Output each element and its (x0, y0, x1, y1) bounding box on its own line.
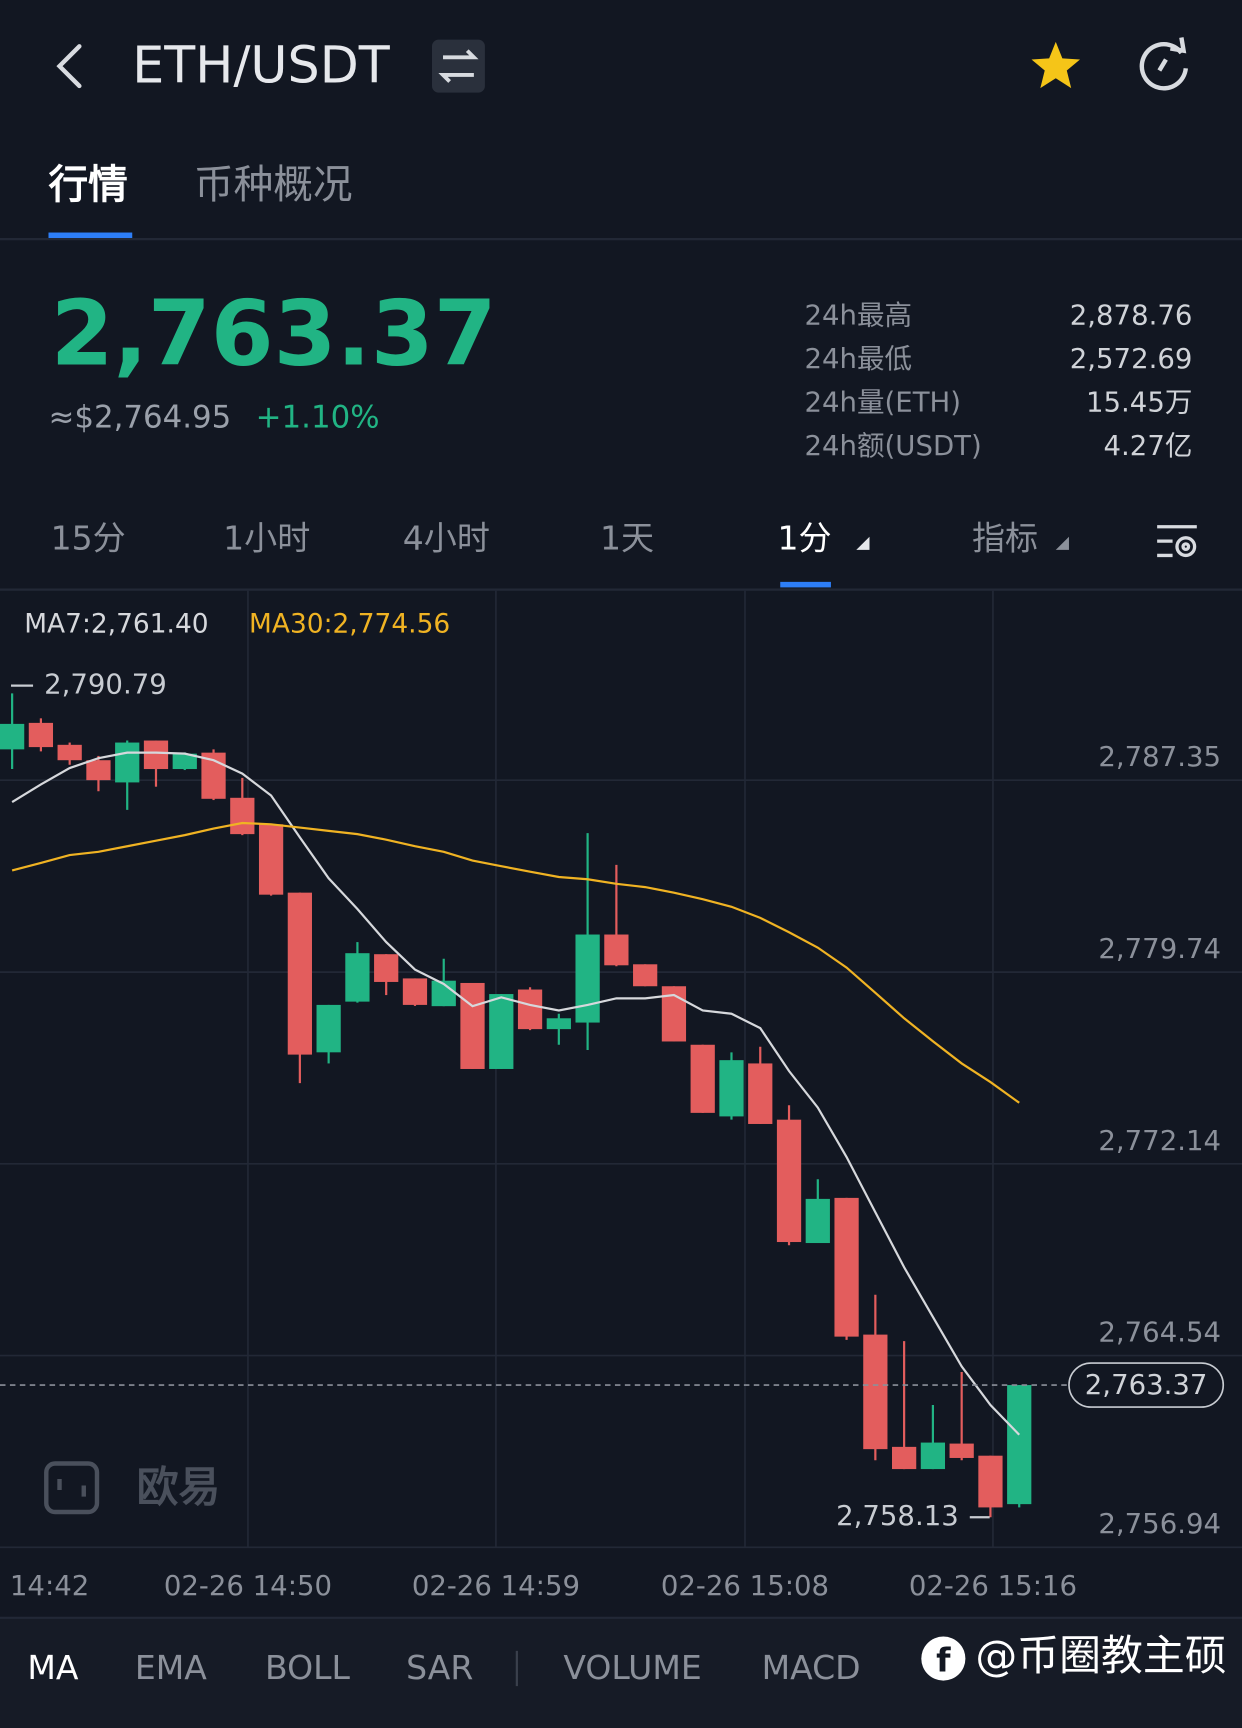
candle-body (517, 989, 543, 1030)
x-tick-label: 02-26 15:16 (909, 1570, 1077, 1602)
stat-value: 15.45万 (1086, 386, 1192, 418)
stat-label: 24h额(USDT) (804, 430, 981, 462)
candle-body (28, 722, 54, 748)
high-label: 2,790.79 (44, 669, 167, 701)
candle-body (345, 953, 370, 1002)
refresh-button[interactable] (1139, 37, 1188, 91)
candle-body (1007, 1385, 1032, 1505)
stat-label: 24h量(ETH) (804, 386, 961, 418)
candle-body (460, 982, 485, 1069)
candle-body (834, 1197, 859, 1337)
candle-body (920, 1442, 946, 1470)
candle-body (892, 1446, 917, 1470)
candle-body (719, 1060, 744, 1117)
low-label: 2,758.13 (836, 1500, 959, 1532)
interval-bar: 15分 1小时 4小时 1天 1分 指标 (51, 519, 1039, 558)
plot: 2,787.35 2,779.74 2,772.14 2,764.54 2,756.94… (0, 669, 1242, 1602)
ma-label: MA30:2,774.56 (249, 608, 450, 639)
candle-body (546, 1018, 571, 1030)
interval-tab[interactable]: 15分 (51, 519, 126, 558)
y-tick-label: 2,764.54 (1098, 1317, 1221, 1349)
candle-body (374, 954, 399, 982)
indicator-tab[interactable]: SAR (406, 1648, 473, 1687)
candle-body (690, 1044, 715, 1113)
x-tick-label: 02-26 14:59 (412, 1570, 580, 1602)
candle-body (258, 824, 284, 895)
candle-body (633, 964, 658, 987)
last-price-tag (1068, 1362, 1225, 1408)
stat-label: 24h最低 (804, 343, 912, 375)
dropdown-arrow (1055, 536, 1069, 550)
stat-value: 2,572.69 (1070, 343, 1193, 375)
stats: 24h最高 2,878.76 24h最低 2,572.69 24h量(ETH) 15.45… (804, 299, 1192, 462)
candle-body (748, 1063, 773, 1124)
candle-body (0, 723, 25, 750)
interval-underline (780, 581, 831, 588)
indicator-tab[interactable]: MACD (762, 1648, 861, 1687)
candle-body (86, 760, 111, 781)
x-tick-label: 14:42 (10, 1570, 89, 1602)
candle-body (489, 994, 514, 1069)
candle-body (230, 797, 255, 835)
candle-body (402, 978, 428, 1005)
tab[interactable]: 币种概况 (194, 162, 353, 208)
candle-body (978, 1455, 1003, 1508)
stat-value: 4.27亿 (1104, 430, 1193, 462)
candle-body (316, 1004, 341, 1053)
chart-settings[interactable] (1157, 525, 1197, 558)
x-tick-label: 02-26 15:08 (661, 1570, 829, 1602)
candle-body (115, 742, 140, 783)
watermark: f @币圈教主硕 (921, 1631, 1227, 1681)
interval-tab[interactable]: 1天 (600, 519, 654, 558)
candle-body (604, 934, 629, 966)
ma-label: MA7:2,761.40 (24, 608, 208, 639)
stat-value: 2,878.76 (1070, 299, 1193, 331)
candle-body (143, 740, 169, 770)
back-button[interactable] (56, 44, 82, 89)
logo: 欧易 (44, 1461, 221, 1515)
favorite-star[interactable] (1031, 41, 1080, 89)
pair-title: ETH/USDT (132, 35, 390, 94)
interval-tab[interactable]: 1分 (777, 519, 831, 558)
interval-tab[interactable]: 1小时 (223, 519, 310, 558)
x-tick-label: 02-26 14:50 (164, 1570, 332, 1602)
watermark-text: @币圈教主硕 (975, 1631, 1226, 1680)
tab-underline (48, 232, 133, 239)
candle-body (575, 934, 600, 1023)
ma-line (11, 751, 1021, 1436)
bottom-bar-bg (0, 1617, 1242, 1728)
candle-body (863, 1334, 888, 1450)
indicator-tab[interactable]: VOLUME (563, 1648, 701, 1687)
candle-body (287, 892, 312, 1055)
last-price-label: 2,763.37 (1085, 1369, 1208, 1401)
interval-tab[interactable]: 指标 (972, 519, 1038, 558)
indicator-bar: MA EMA BOLL SAR VOLUME MACD (27, 1648, 860, 1687)
stat-label: 24h最高 (804, 299, 912, 331)
candle-body (57, 744, 82, 761)
candle-body (776, 1119, 802, 1243)
candle-body (949, 1443, 974, 1458)
price-change: +1.10% (256, 399, 380, 435)
y-tick-label: 2,787.35 (1098, 741, 1221, 773)
usd-price: ≈$2,764.95 (48, 399, 231, 435)
watermark-icon: f (936, 1640, 951, 1679)
swap-button[interactable] (432, 39, 485, 93)
candle-body (172, 753, 197, 770)
y-tick-label: 2,772.14 (1098, 1125, 1221, 1157)
indicator-tab[interactable]: BOLL (265, 1648, 351, 1687)
indicator-tab[interactable]: EMA (135, 1648, 207, 1687)
interval-tab[interactable]: 4小时 (403, 519, 490, 558)
ma-line (11, 821, 1020, 1104)
y-tick-label: 2,779.74 (1098, 933, 1221, 965)
tab[interactable]: 行情 (48, 162, 127, 208)
candle-body (805, 1198, 830, 1244)
logo-text: 欧易 (137, 1462, 221, 1511)
indicator-tab[interactable]: MA (27, 1648, 79, 1687)
last-price: 2,763.37 (51, 281, 497, 386)
y-tick-label: 2,756.94 (1098, 1508, 1221, 1540)
